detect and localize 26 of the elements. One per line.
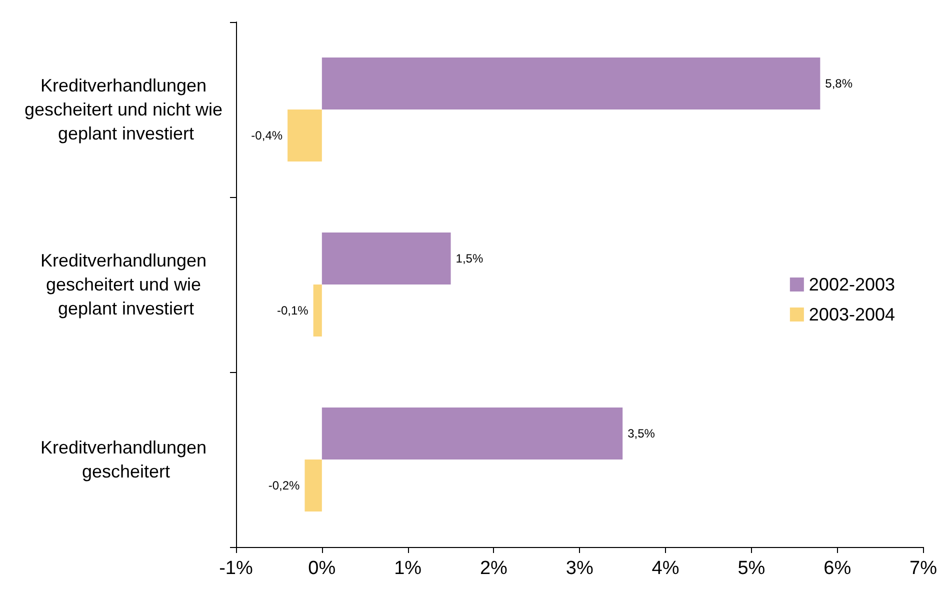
x-tick-label: -1% <box>219 558 253 579</box>
x-tick-label: 3% <box>566 558 594 579</box>
data-label: 3,5% <box>628 426 656 440</box>
x-tick-label: 2% <box>480 558 508 579</box>
y-tick-label: Kreditverhandlungen gescheitert <box>40 438 212 482</box>
y-tick-label: Kreditverhandlungen gescheitert und nicht wie geplant investiert <box>24 76 228 144</box>
data-label: 5,8% <box>825 76 853 90</box>
x-tick-label: 5% <box>738 558 766 579</box>
data-label: -0,1% <box>276 304 309 318</box>
bar <box>322 408 623 460</box>
data-label: -0,4% <box>251 128 283 142</box>
data-label: -0,2% <box>268 478 300 492</box>
legend-label: 2003-2004 <box>808 304 896 324</box>
bar <box>322 232 451 284</box>
x-tick-label: 1% <box>394 558 422 579</box>
bar <box>304 460 322 512</box>
y-tick-label: Kreditverhandlungen gescheitert und wie geplant investiert <box>40 250 212 318</box>
x-tick-label: 7% <box>910 558 938 579</box>
legend-label: 2002-2003 <box>808 274 896 294</box>
x-tick-label: 0% <box>308 558 336 579</box>
bar <box>313 284 322 336</box>
x-tick-label: 4% <box>652 558 680 579</box>
data-label: 1,5% <box>456 252 484 266</box>
bar <box>322 58 820 110</box>
x-tick-label: 6% <box>824 558 852 579</box>
bar <box>288 110 322 162</box>
